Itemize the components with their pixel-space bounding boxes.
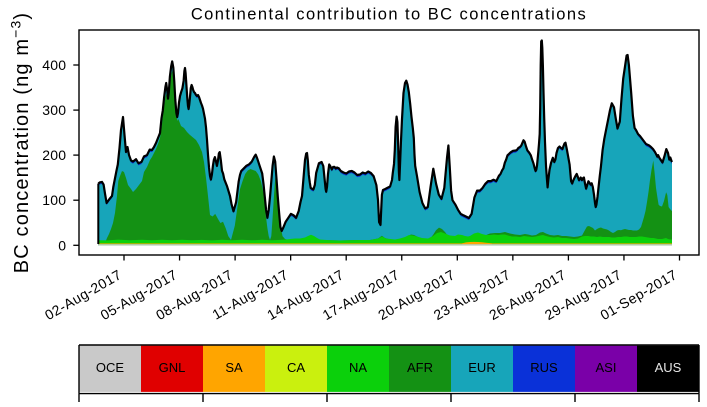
svg-text:ASI: ASI — [596, 360, 617, 375]
svg-text:EUR: EUR — [468, 360, 495, 375]
svg-text:200: 200 — [42, 147, 66, 163]
svg-text:AUS: AUS — [655, 360, 682, 375]
svg-text:Continental contribution to BC: Continental contribution to BC concentra… — [191, 6, 587, 24]
svg-text:RUS: RUS — [530, 360, 558, 375]
svg-text:300: 300 — [42, 102, 66, 118]
svg-text:100: 100 — [42, 192, 66, 208]
svg-text:OCE: OCE — [96, 360, 125, 375]
svg-text:GNL: GNL — [159, 360, 186, 375]
svg-text:SA: SA — [225, 360, 243, 375]
svg-text:CA: CA — [287, 360, 305, 375]
svg-text:0: 0 — [58, 237, 66, 253]
svg-text:BC concentration (ng m−3): BC concentration (ng m−3) — [8, 12, 34, 273]
svg-text:NA: NA — [349, 360, 367, 375]
svg-text:400: 400 — [42, 57, 66, 73]
svg-text:AFR: AFR — [407, 360, 433, 375]
